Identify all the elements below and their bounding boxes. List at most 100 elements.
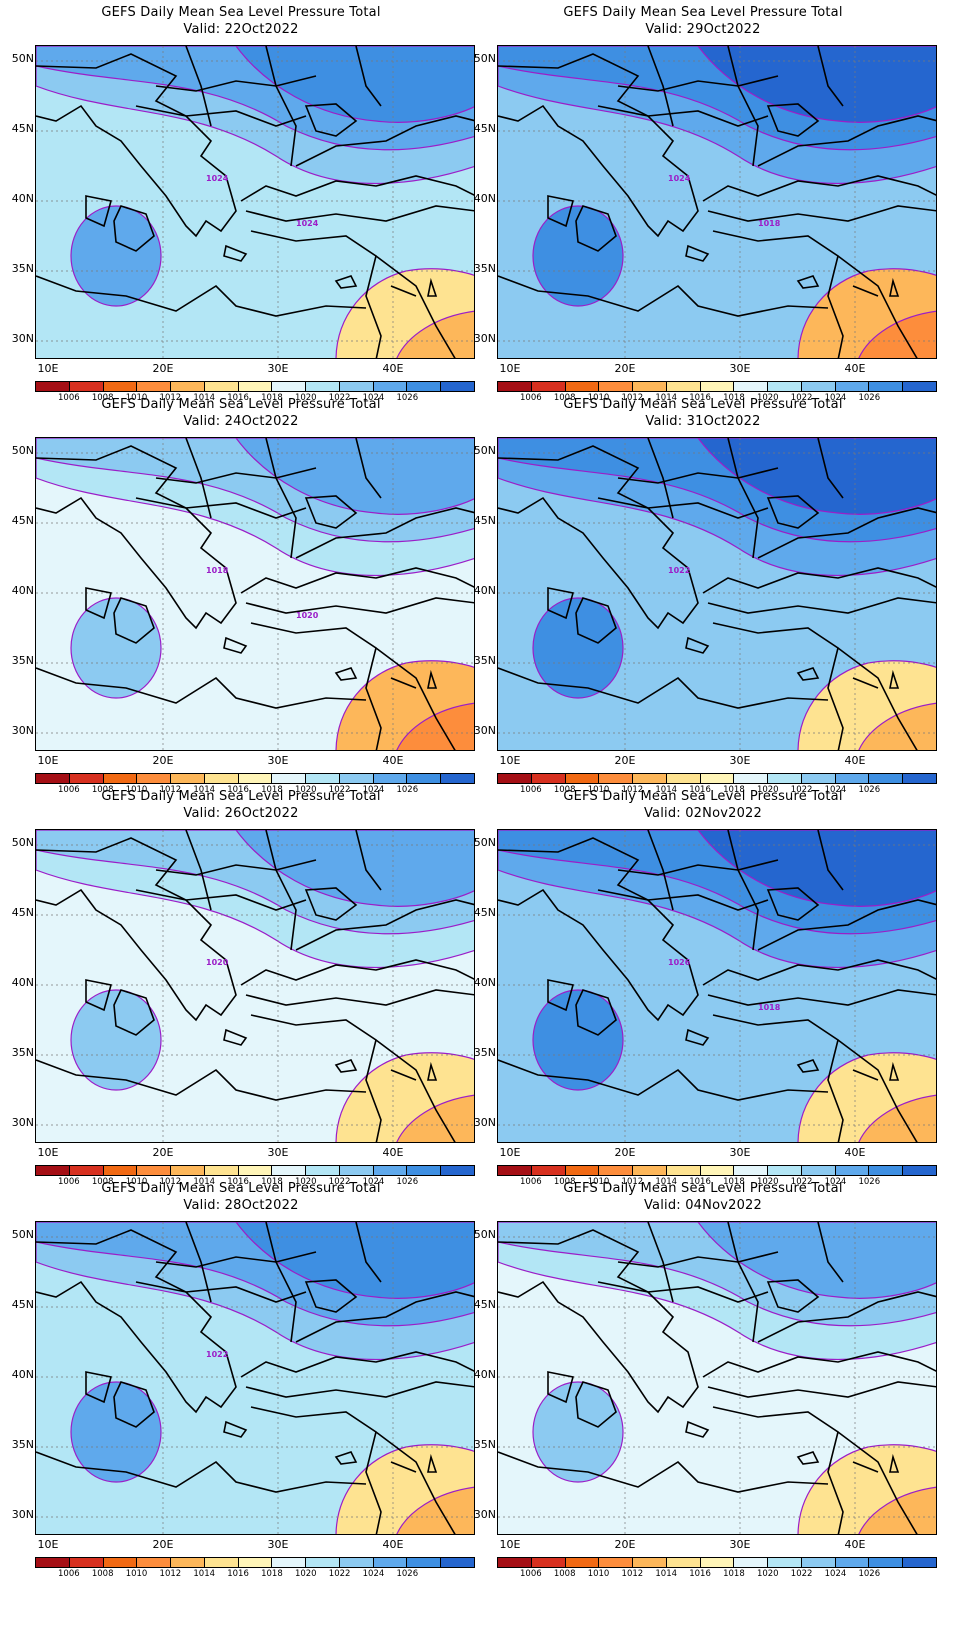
colorbar-segment [407,1558,442,1567]
panel-title: GEFS Daily Mean Sea Level Pressure Total [101,789,381,804]
coastline [796,1059,820,1073]
coastline [617,1251,779,1268]
colorbar-label: 1024 [824,393,847,403]
coastline [155,75,317,92]
lon-tick-label: 10E [37,1538,59,1551]
lon-tick-label: 20E [614,1538,636,1551]
coastline [36,1451,367,1493]
colorbar-label: 1008 [91,1177,114,1187]
lat-tick-label: 45N [473,1298,496,1311]
coastline [334,1059,358,1073]
lat-tick-label: 45N [473,906,496,919]
colorbar-segment [498,1558,532,1567]
lon-tick-label: 10E [499,1538,521,1551]
colorbar-label: 1012 [159,393,182,403]
colorbar-label: 1006 [520,393,542,403]
colorbar-label: 1020 [294,393,317,403]
coastline [265,1222,297,1343]
lon-tick-label: 30E [267,754,289,767]
coastline [355,1222,382,1283]
coastline [617,859,779,876]
colorbar-segment [171,382,205,391]
colorbar-label: 1008 [553,1177,576,1187]
lon-tick-label: 40E [382,1538,404,1551]
colorbar-label: 1006 [520,785,542,795]
panel-title: GEFS Daily Mean Sea Level Pressure Total [563,789,843,804]
coastline [727,438,759,559]
coastline [498,667,829,709]
coastline [135,497,307,519]
colorbar [497,773,937,784]
coastline [617,75,779,92]
colorbar-label: 1022 [790,785,813,795]
colorbar-segment [103,382,138,391]
colorbar-label: 1008 [553,393,576,403]
coastline [727,830,759,951]
colorbar-segment [339,1166,374,1175]
colorbar-label: 1010 [587,393,610,403]
coastline [240,175,474,202]
coastline [390,285,417,297]
coastline [390,1461,417,1473]
coastline [498,1059,829,1101]
colorbar-segment [565,1166,600,1175]
colorbar-label: 1014 [193,785,216,795]
colorbar-label: 1018 [261,1569,283,1579]
colorbar-segment [700,774,735,783]
colorbar-label: 1006 [58,1569,80,1579]
colorbar-segment [36,382,70,391]
colorbar-label: 1010 [125,1177,148,1187]
coastline [852,677,879,689]
colorbar-label: 1026 [858,393,881,403]
lat-tick-label: 35N [473,654,496,667]
map-panel: GEFS Daily Mean Sea Level Pressure Total… [0,0,482,410]
colorbar-label: 1020 [294,1177,317,1187]
colorbar-segment [700,382,735,391]
panel-title: GEFS Daily Mean Sea Level Pressure Total [101,397,381,412]
coastline [837,1431,918,1534]
coastline [240,567,474,594]
colorbar-label: 1010 [125,393,148,403]
map-panel: GEFS Daily Mean Sea Level Pressure Total… [0,392,482,802]
lat-tick-label: 40N [473,976,496,989]
colorbar-segment [238,1166,273,1175]
colorbar-label: 1016 [227,1569,249,1579]
coastline [85,195,113,228]
colorbar-segment [599,382,634,391]
contour-label: 1024 [206,174,229,183]
coastline [36,837,237,1022]
colorbar-label: 1024 [362,785,385,795]
colorbar-segment [768,774,802,783]
colorbar-segment [599,774,634,783]
coastline [647,438,674,519]
colorbar-segment [903,1558,936,1567]
colorbar-segment [441,774,474,783]
pressure-map: 1018 1020 [35,437,475,751]
lon-tick-label: 20E [614,754,636,767]
coastline [334,1451,358,1465]
colorbar-label: 1020 [756,785,779,795]
colorbar-label: 1024 [824,1177,847,1187]
colorbar-segment [599,1558,634,1567]
lon-tick-label: 40E [382,362,404,375]
pressure-map: 1024 1024 [35,45,475,359]
colorbar-label: 1024 [824,785,847,795]
coastline [355,830,382,891]
colorbar-segment [238,1558,273,1567]
coastline [185,1222,212,1303]
colorbar-segment [407,382,442,391]
coastline [245,597,474,614]
coastline [575,597,617,644]
colorbar-segment [633,1166,667,1175]
lon-tick-label: 10E [499,362,521,375]
coastline [245,205,474,222]
coastline [135,889,307,911]
lat-tick-label: 35N [473,1046,496,1059]
colorbar-label: 1008 [91,785,114,795]
colorbar-label: 1006 [58,393,80,403]
coastline [36,53,237,238]
colorbar-segment [835,1166,870,1175]
panel-valid-date: Valid: 29Oct2022 [645,22,761,37]
coastline [155,467,317,484]
